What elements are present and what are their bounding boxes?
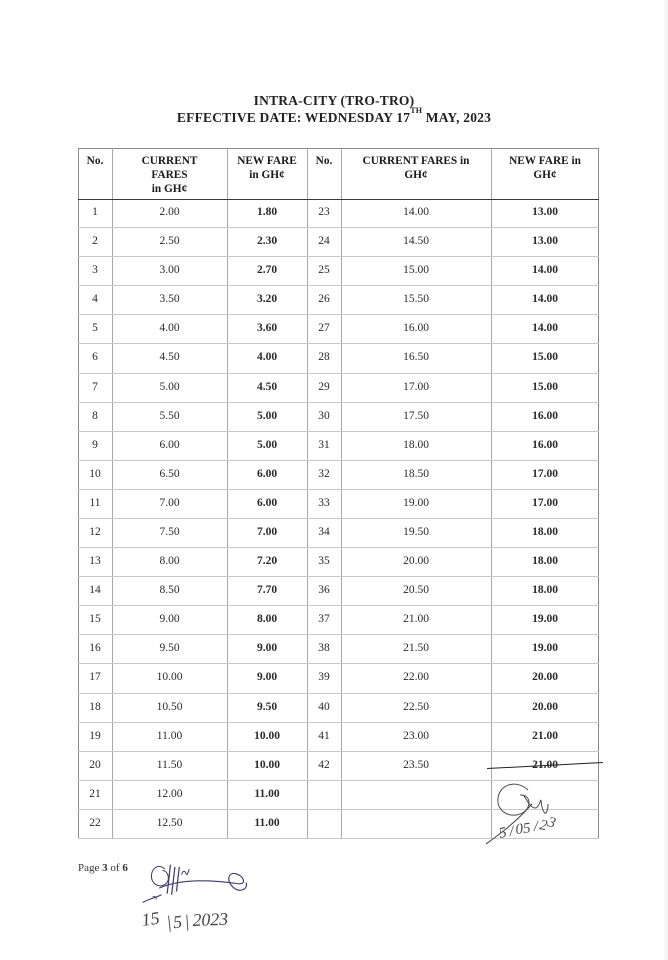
svg-text:5: 5 <box>172 911 183 932</box>
svg-text:3: 3 <box>545 814 557 832</box>
svg-text:05: 05 <box>515 820 532 838</box>
svg-text:15: 15 <box>140 908 161 930</box>
svg-text:2023: 2023 <box>192 909 228 930</box>
svg-text:|: | <box>184 911 190 931</box>
